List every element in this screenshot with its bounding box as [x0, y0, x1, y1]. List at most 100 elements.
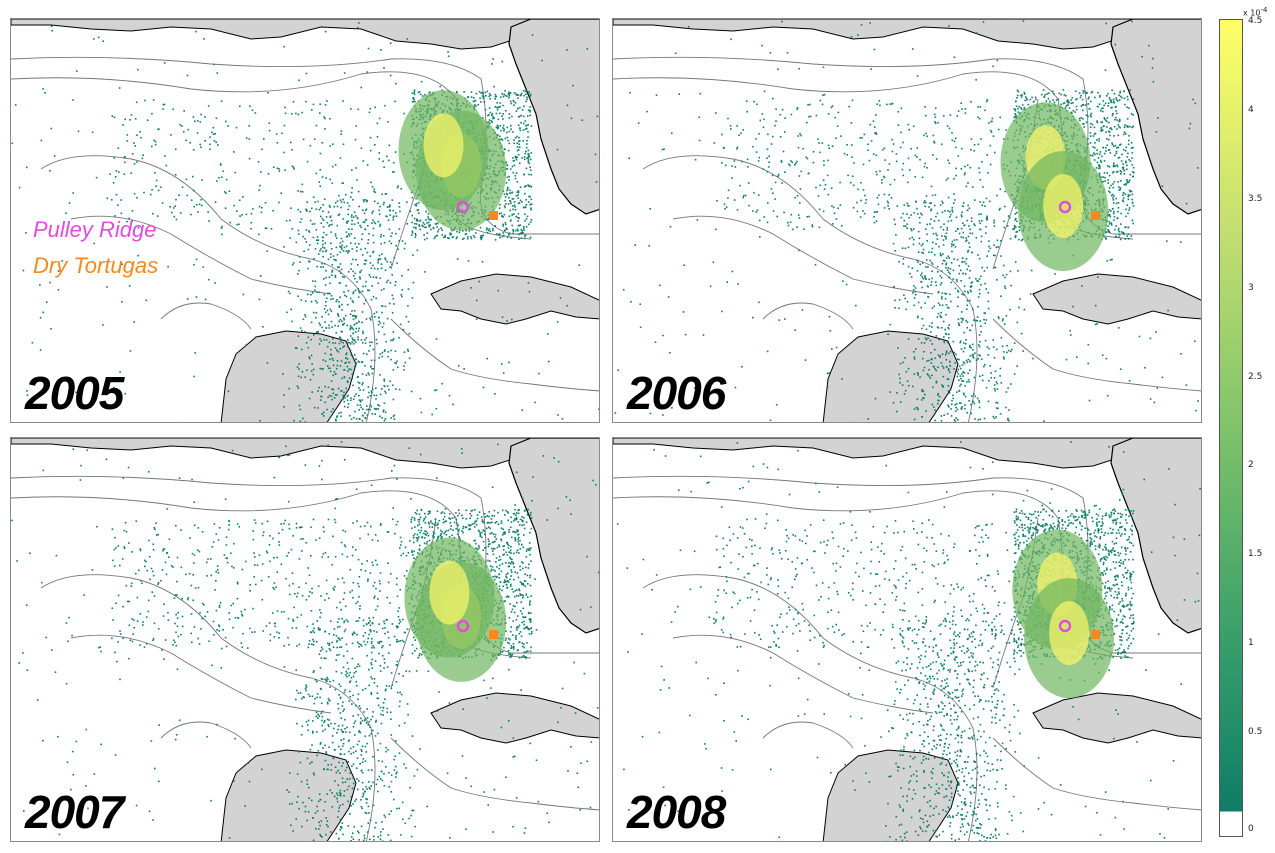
particle [403, 351, 406, 353]
particle [341, 244, 343, 247]
particle [447, 237, 449, 239]
particle [347, 213, 349, 216]
particle [436, 226, 438, 228]
particle [498, 212, 501, 215]
particle [954, 410, 957, 412]
particle [354, 242, 357, 245]
particle [527, 149, 530, 152]
particle [1104, 180, 1106, 182]
particle [961, 373, 963, 375]
particle [377, 202, 379, 205]
particle [945, 257, 948, 259]
particle [967, 292, 970, 294]
particle [381, 326, 384, 328]
particle [925, 328, 928, 331]
particle [215, 141, 217, 144]
particle [1098, 165, 1100, 167]
particle [31, 341, 34, 344]
particle [411, 297, 414, 299]
particle [145, 299, 147, 302]
particle [1123, 183, 1125, 186]
particle [969, 289, 972, 292]
particle [499, 102, 502, 104]
particle [289, 237, 291, 239]
particle [362, 382, 364, 384]
particle [976, 397, 979, 400]
particle [338, 306, 341, 309]
particle [308, 231, 311, 233]
particle [941, 353, 944, 355]
particle [890, 197, 893, 199]
particle [309, 144, 312, 147]
particle [346, 221, 348, 223]
particle [1096, 323, 1098, 325]
particle [705, 403, 708, 405]
particle [835, 218, 838, 220]
particle [521, 230, 523, 232]
particle [370, 181, 372, 184]
particle [516, 149, 519, 152]
particle [353, 237, 356, 239]
particle [953, 56, 956, 58]
particle [985, 386, 988, 389]
particle [362, 352, 365, 355]
particle [514, 206, 516, 208]
particle [337, 214, 340, 217]
particle [72, 99, 74, 101]
particle [1106, 138, 1108, 140]
particle [730, 128, 732, 130]
particle [1063, 102, 1066, 104]
particle [390, 242, 393, 245]
particle [917, 213, 919, 215]
particle [312, 368, 315, 371]
particle [883, 193, 886, 196]
particle [507, 91, 510, 94]
particle [800, 170, 802, 173]
particle [538, 372, 540, 375]
particle [321, 262, 323, 265]
particle [962, 231, 965, 234]
particle [302, 318, 305, 321]
particle [867, 149, 869, 151]
particle [826, 386, 829, 388]
particle [513, 159, 515, 162]
particle [1112, 164, 1115, 166]
particle [936, 316, 939, 318]
particle [365, 280, 367, 283]
particle [983, 270, 986, 272]
particle [411, 92, 414, 94]
particle [195, 258, 198, 261]
particle [373, 221, 376, 223]
particle [351, 337, 354, 339]
particle [343, 345, 346, 347]
particle [126, 220, 128, 223]
particle [297, 113, 300, 116]
particle [853, 162, 855, 164]
particle [317, 330, 319, 333]
particle [209, 143, 211, 146]
particle [963, 342, 965, 344]
particle [268, 129, 271, 132]
particle [332, 392, 335, 395]
particle [1108, 223, 1111, 225]
particle [930, 362, 933, 364]
particle [902, 162, 905, 165]
particle [324, 128, 326, 130]
particle [521, 409, 523, 411]
particle [942, 386, 944, 388]
particle [428, 224, 430, 227]
particle [531, 34, 534, 36]
particle [863, 212, 866, 215]
particle [963, 421, 965, 422]
particle [356, 250, 358, 252]
particle [117, 204, 119, 206]
particle [777, 175, 779, 177]
particle [995, 381, 998, 383]
particle [937, 271, 939, 273]
particle [883, 176, 886, 179]
particle [1052, 99, 1054, 101]
particle [1087, 362, 1089, 365]
particle [449, 232, 451, 234]
particle [314, 285, 317, 288]
particle [321, 326, 323, 329]
